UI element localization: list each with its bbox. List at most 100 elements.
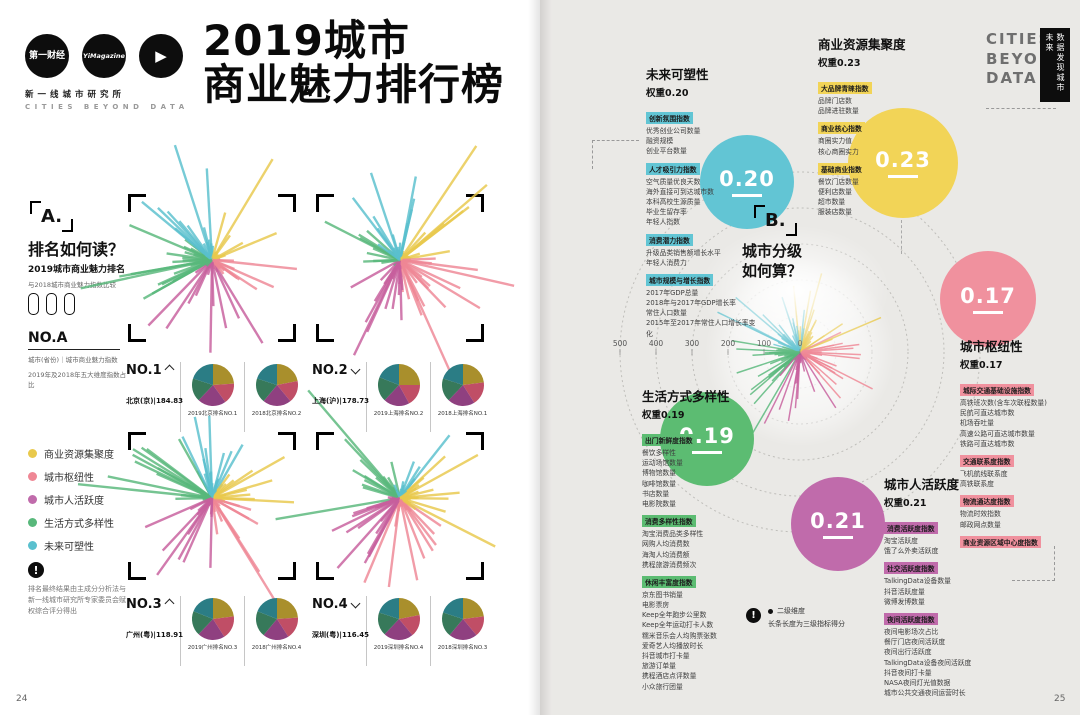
indicator-item: 机场吞吐量	[960, 419, 994, 428]
indicator-item: 抖音城市打卡量	[642, 652, 690, 660]
indicator-item: 餐饮门店数量	[818, 177, 859, 186]
section-a-tag: A.	[29, 201, 74, 232]
pie-caption: 2018深圳排名NO.3	[437, 645, 488, 651]
indicator-item: 核心商圈实力	[818, 147, 859, 156]
dimension-name: 未来可塑性	[646, 67, 709, 82]
indicator-item: 咖啡馆数量	[642, 479, 676, 488]
indicator-group-header: 物流通达度指数	[960, 495, 1014, 508]
pie-2018: 2018广州排名NO.4	[244, 596, 308, 666]
dashed-corner-br	[1012, 546, 1055, 581]
pill-icon	[46, 293, 57, 315]
indicator-item: 电影院数量	[642, 499, 676, 508]
indicator-item: 京东图书销量	[642, 590, 683, 599]
indicator-group-header: 城市规模与增长指数	[646, 273, 714, 286]
indicator-item: 夜间电影场次占比	[884, 627, 939, 636]
rank-city-score: 上海(沪)|178.73	[312, 397, 369, 405]
trend-down-icon	[350, 598, 361, 609]
indicator-item: 携程旅游消费频次	[642, 560, 697, 569]
indicator-item: NASA夜间灯光值数据	[884, 678, 951, 687]
legend-dot	[28, 495, 37, 504]
rank-number: NO.1	[126, 363, 180, 378]
indicator-item: 小众旅行团量	[642, 682, 683, 691]
underline-bar	[888, 175, 918, 178]
indicator-item: 海淘人均消费额	[642, 550, 690, 559]
pill-icons	[28, 293, 82, 319]
indicator-item: TalkingData设备夜间活跃度	[884, 658, 972, 667]
exclamation-icon: !	[28, 562, 44, 578]
indicator-group-header: 夜间活跃度指数	[884, 612, 938, 625]
indicator-list: 创新氛围指数 优秀创业公司数量 融资规模 创业平台数量 人才吸引力指数 空气质量优良天数海…	[646, 106, 758, 339]
indicator-item: 铁路可直达城市数	[960, 439, 1015, 448]
indicator-item: Keep全年运动打卡人数	[642, 621, 714, 630]
burst-chart-4	[275, 389, 500, 598]
ranking-row: NO.1 北京(京)|184.83 2019北京排名NO.1 2018北京排名NO.2	[126, 362, 310, 432]
no-a-description: 城市(省份)｜城市商业魅力指数	[28, 356, 118, 364]
compare-note: 与2018城市商业魅力指数比较	[28, 281, 117, 289]
underline-bar	[692, 451, 722, 454]
radial-burst-chart	[275, 389, 500, 598]
pie-2019: 2019北京排名NO.1	[181, 362, 244, 432]
pie-2018: 2018深圳排名NO.3	[430, 596, 494, 666]
weight-value: 0.23	[875, 148, 931, 172]
indicator-item: 海外直接可到达城市数	[646, 187, 714, 196]
indicator-list: 大品牌青睐指数 品牌门店数 品牌进驻数量 商业核心指数 商圈实力值 核心商圈实力 基础商业指…	[818, 76, 936, 218]
indicator-group-header: 消费多样性指数	[642, 515, 696, 528]
indicator-item: 糯米音乐会人均购票张数	[642, 631, 717, 640]
radial-burst-chart	[77, 398, 312, 603]
dimension-pie-chart	[441, 598, 484, 641]
indicator-group-header: 消费活跃度指数	[884, 522, 938, 534]
legend-dot	[28, 541, 37, 550]
pie-2019: 2019上海排名NO.2	[367, 362, 430, 432]
dimension-pie-chart	[255, 598, 298, 640]
pill-icon	[64, 293, 75, 315]
rank-label-block: NO.4 深圳(粤)|116.45	[312, 596, 369, 666]
dimension-pie-chart	[191, 598, 234, 641]
dimension-pie-chart	[191, 364, 234, 407]
indicator-item: 品牌门店数	[818, 97, 852, 105]
legend-label: 城市人活跃度	[44, 496, 104, 507]
indicator-item: 爱奇艺人均播放时长	[642, 641, 704, 650]
indicator-list: 出门新鲜度指数 餐饮多样性 运动场馆数量 博物馆数量 咖啡馆数量 书店数量 电影院数量 消费多…	[642, 428, 748, 692]
dimension-name: 城市枢纽性	[960, 339, 1023, 354]
radial-burst-chart	[300, 145, 515, 395]
pie-caption: 2019北京排名NO.1	[187, 411, 238, 417]
methodology-footnote: 排名最终结果由主成分分析法与新一线城市研究所专家委员会赋权综合评分得出	[28, 585, 126, 615]
pie-caption: 2019上海排名NO.2	[373, 411, 424, 417]
dimension-block-activity: 城市人活跃度 权重0.21 消费活跃度指数 淘宝活跃度 饿了么外卖活跃度 社交活跃度指数 T…	[884, 474, 1010, 698]
play-triangle-icon: ▶	[155, 47, 167, 65]
indicator-group-header: 城际交通基础设施指数	[960, 384, 1034, 396]
ranking-row: NO.2 上海(沪)|178.73 2019上海排名NO.2 2018上海排名NO.1	[312, 362, 496, 432]
divider-line	[28, 349, 120, 350]
indicator-item: 融资规模	[646, 137, 674, 146]
indicator-item: 淘宝消费品类多样性	[642, 530, 704, 539]
rank-city-score: 北京(京)|184.83	[126, 397, 183, 405]
legend-dot	[28, 518, 37, 527]
weight-circle-future: 0.20	[700, 135, 794, 229]
trend-up-icon	[164, 364, 175, 375]
weight-circle-activity: 0.21	[791, 477, 885, 571]
page-number-left: 24	[16, 694, 28, 704]
right-page: 5004003002001000 0.20 0.23 0.17 0.19 0.2…	[540, 0, 1080, 715]
indicator-item: 2017年GDP总量	[646, 288, 699, 297]
underline-bar	[973, 311, 1003, 314]
indicator-group-header: 消费潜力指数	[646, 233, 693, 246]
page-number-right: 25	[1054, 694, 1066, 704]
indicator-item: 民航可直达城市数	[960, 409, 1015, 418]
yicai-logo-text: 第一财经	[28, 50, 65, 61]
indicator-item: 空气质量优良天数	[646, 177, 701, 186]
section-b-heading-line1: 城市分级	[742, 242, 803, 260]
weight-circle-lifestyle: 0.19	[660, 392, 754, 486]
crop-frame	[128, 194, 296, 342]
pie-2019: 2019广州排名NO.3	[181, 596, 244, 666]
dashed-rule	[986, 108, 1056, 109]
indicator-item: 抖音夜间打卡量	[884, 668, 932, 677]
rank-label-block: NO.3 广州(粤)|118.91	[126, 596, 183, 666]
ranking-row: NO.4 深圳(粤)|116.45 2019深圳排名NO.4 2018深圳排名NO.3	[312, 596, 496, 666]
dimension-weight: 权重0.17	[960, 360, 1003, 371]
dimension-name: 生活方式多样性	[642, 389, 730, 404]
trend-up-icon	[164, 598, 175, 609]
rank-pies: 2019北京排名NO.1 2018北京排名NO.2	[181, 362, 308, 432]
chart-key: 二级维度 长条长度为三级指标得分	[768, 606, 845, 629]
burst-chart-1	[80, 144, 312, 360]
